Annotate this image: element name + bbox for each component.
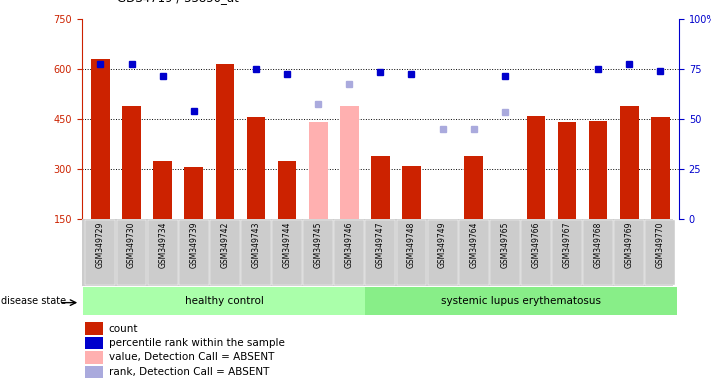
- Bar: [117, 220, 146, 285]
- Text: GSM349748: GSM349748: [407, 222, 416, 268]
- Bar: [241, 220, 271, 285]
- Bar: [247, 118, 265, 219]
- Text: GSM349764: GSM349764: [469, 222, 479, 268]
- Bar: [340, 106, 358, 219]
- Bar: [527, 116, 545, 219]
- Text: GSM349747: GSM349747: [376, 222, 385, 268]
- Bar: [428, 220, 458, 285]
- Text: value, Detection Call = ABSENT: value, Detection Call = ABSENT: [109, 353, 274, 362]
- Bar: [215, 64, 234, 219]
- Bar: [464, 156, 483, 219]
- Text: percentile rank within the sample: percentile rank within the sample: [109, 338, 284, 348]
- Bar: [651, 118, 670, 219]
- Text: GSM349730: GSM349730: [127, 222, 136, 268]
- Text: GSM349744: GSM349744: [282, 222, 292, 268]
- Bar: [148, 220, 178, 285]
- Bar: [614, 220, 644, 285]
- Text: GSM349739: GSM349739: [189, 222, 198, 268]
- Text: GSM349765: GSM349765: [501, 222, 509, 268]
- Bar: [365, 220, 395, 285]
- Bar: [490, 220, 520, 285]
- Text: disease state: disease state: [1, 296, 67, 306]
- Bar: [402, 166, 421, 219]
- Text: systemic lupus erythematosus: systemic lupus erythematosus: [441, 296, 601, 306]
- Text: GDS4719 / 33850_at: GDS4719 / 33850_at: [117, 0, 239, 4]
- Bar: [154, 161, 172, 219]
- Bar: [278, 161, 296, 219]
- Text: GSM349766: GSM349766: [531, 222, 540, 268]
- Bar: [557, 122, 577, 219]
- Bar: [83, 287, 365, 315]
- Bar: [589, 121, 607, 219]
- Bar: [397, 220, 427, 285]
- Bar: [272, 220, 302, 285]
- Text: GSM349745: GSM349745: [314, 222, 323, 268]
- Text: GSM349729: GSM349729: [96, 222, 105, 268]
- Text: GSM349742: GSM349742: [220, 222, 230, 268]
- Text: count: count: [109, 324, 138, 334]
- Bar: [583, 220, 613, 285]
- Bar: [122, 106, 141, 219]
- Bar: [303, 220, 333, 285]
- Text: GSM349734: GSM349734: [158, 222, 167, 268]
- Bar: [620, 106, 638, 219]
- Bar: [552, 220, 582, 285]
- Text: GSM349768: GSM349768: [594, 222, 603, 268]
- Bar: [179, 220, 209, 285]
- Text: GSM349749: GSM349749: [438, 222, 447, 268]
- Bar: [184, 167, 203, 219]
- Bar: [459, 220, 488, 285]
- Bar: [91, 59, 109, 219]
- Bar: [85, 220, 115, 285]
- Text: GSM349770: GSM349770: [656, 222, 665, 268]
- Bar: [365, 287, 678, 315]
- Text: healthy control: healthy control: [185, 296, 264, 306]
- Bar: [210, 220, 240, 285]
- Bar: [521, 220, 551, 285]
- Text: GSM349767: GSM349767: [562, 222, 572, 268]
- Text: GSM349769: GSM349769: [625, 222, 634, 268]
- Bar: [646, 220, 675, 285]
- Text: GSM349743: GSM349743: [252, 222, 260, 268]
- Bar: [309, 122, 328, 219]
- Text: GSM349746: GSM349746: [345, 222, 354, 268]
- Bar: [371, 156, 390, 219]
- Bar: [334, 220, 364, 285]
- Text: rank, Detection Call = ABSENT: rank, Detection Call = ABSENT: [109, 367, 269, 377]
